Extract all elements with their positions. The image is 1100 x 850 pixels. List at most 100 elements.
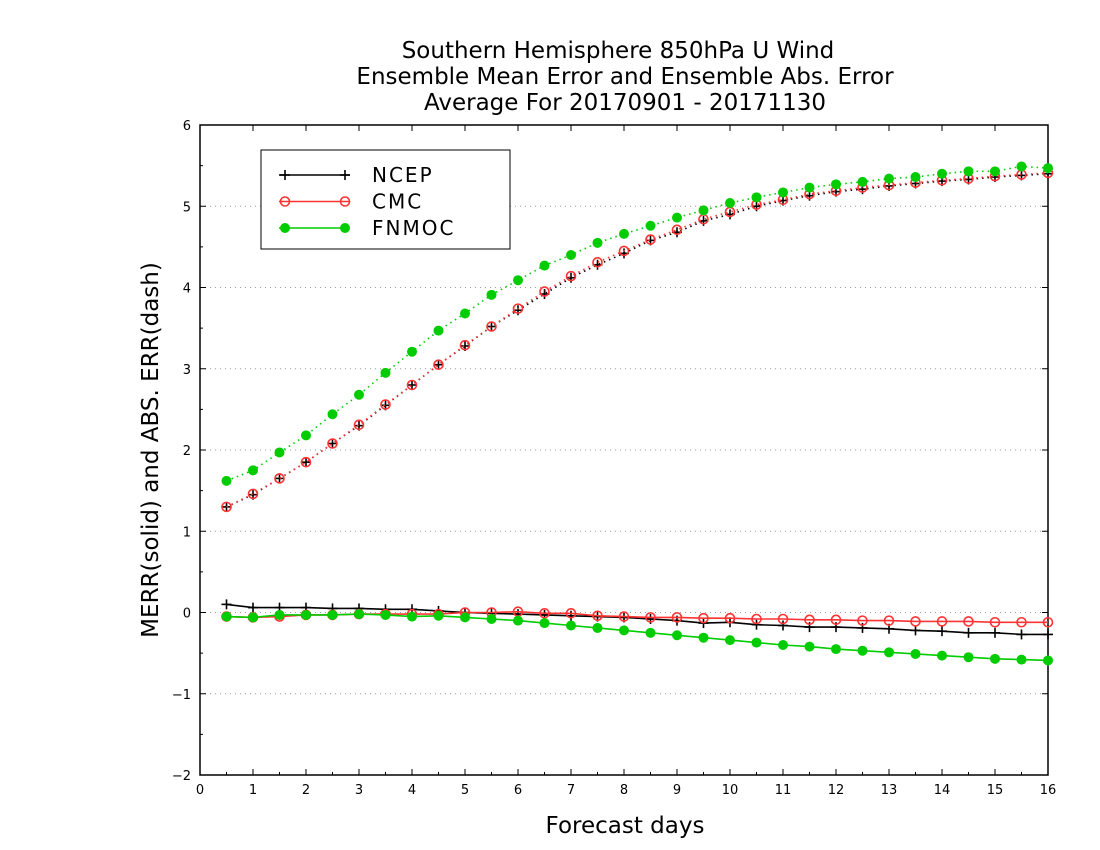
data-point-fnmoc-mean-error: [619, 625, 629, 636]
data-point-ncep-abs-error: [407, 380, 417, 390]
chart-title-line-2: Ensemble Mean Error and Ensemble Abs. Er…: [356, 64, 894, 90]
data-point-ncep-abs-error: [433, 359, 444, 370]
data-point-fnmoc-mean-error: [857, 645, 868, 656]
series-cmc-abs-error: [221, 167, 1054, 513]
x-tick-label: 16: [1040, 783, 1057, 798]
data-point-fnmoc-abs-error: [301, 430, 311, 441]
x-tick-label: 7: [567, 783, 575, 798]
data-point-cmc-mean-error: [804, 614, 815, 626]
data-point-fnmoc-abs-error: [380, 367, 391, 378]
data-point-cmc-abs-error: [565, 270, 577, 282]
data-point-fnmoc-abs-error: [725, 198, 735, 208]
x-tick-label: 3: [355, 783, 363, 798]
chart-title-line-3: Average For 20170901 - 20171130: [424, 90, 826, 116]
legend-label-cmc: CMC: [372, 190, 423, 214]
data-point-cmc-abs-error: [459, 339, 471, 351]
data-point-cmc-abs-error: [353, 419, 365, 431]
data-point-cmc-mean-error: [565, 608, 577, 619]
data-point-cmc-abs-error: [247, 488, 259, 500]
data-point-fnmoc-abs-error: [407, 346, 417, 357]
series-layer: [221, 161, 1054, 666]
data-point-cmc-abs-error: [512, 303, 524, 314]
y-tick-label: 0: [183, 607, 191, 622]
data-point-cmc-abs-error: [618, 245, 630, 257]
data-point-fnmoc-mean-error: [248, 612, 258, 623]
legend-marker-fnmoc: [340, 223, 350, 233]
data-point-ncep-abs-error: [327, 438, 338, 449]
chart-title: Southern Hemisphere 850hPa U Wind Ensemb…: [356, 38, 894, 116]
data-point-cmc-abs-error: [406, 379, 418, 391]
data-point-cmc-mean-error: [963, 616, 974, 627]
y-tick-label: 5: [183, 200, 191, 215]
data-point-fnmoc-mean-error: [301, 609, 311, 620]
x-tick-label: 14: [934, 783, 951, 798]
data-point-ncep-mean-error: [990, 627, 1000, 638]
data-point-cmc-abs-error: [645, 234, 656, 245]
x-tick-label: 5: [461, 783, 469, 798]
data-point-fnmoc-mean-error: [804, 641, 815, 652]
data-point-cmc-mean-error: [698, 612, 709, 624]
data-point-fnmoc-mean-error: [725, 635, 735, 646]
data-point-cmc-mean-error: [724, 612, 736, 624]
data-point-ncep-mean-error: [1016, 629, 1027, 640]
x-tick-label: 9: [673, 783, 681, 798]
data-point-fnmoc-abs-error: [486, 289, 497, 300]
data-point-fnmoc-abs-error: [910, 172, 921, 182]
data-point-ncep-mean-error: [910, 625, 921, 636]
data-point-fnmoc-mean-error: [221, 611, 232, 622]
y-axis-label: MERR(solid) and ABS. ERR(dash): [138, 262, 164, 638]
data-point-ncep-abs-error: [274, 473, 285, 484]
x-tick-label: 2: [302, 783, 310, 798]
data-point-fnmoc-abs-error: [884, 173, 894, 184]
data-point-fnmoc-mean-error: [380, 609, 391, 620]
data-point-fnmoc-abs-error: [221, 475, 232, 486]
data-point-fnmoc-mean-error: [831, 644, 841, 655]
data-point-fnmoc-abs-error: [539, 260, 550, 271]
data-point-fnmoc-mean-error: [645, 627, 656, 638]
data-point-fnmoc-mean-error: [672, 630, 682, 641]
data-point-ncep-mean-error: [778, 620, 788, 631]
data-point-fnmoc-mean-error: [698, 632, 709, 643]
x-tick-label: 4: [408, 783, 416, 798]
data-point-cmc-abs-error: [300, 456, 312, 468]
data-point-fnmoc-abs-error: [327, 409, 338, 420]
legend-box: [260, 149, 511, 250]
data-point-cmc-mean-error: [671, 612, 683, 623]
data-point-fnmoc-mean-error: [884, 647, 894, 658]
data-point-fnmoc-mean-error: [433, 610, 444, 621]
data-point-cmc-mean-error: [777, 613, 789, 625]
x-tick-label: 1: [249, 783, 257, 798]
data-point-fnmoc-abs-error: [460, 308, 470, 319]
data-point-fnmoc-abs-error: [513, 275, 523, 286]
y-tick-label: 4: [183, 282, 191, 297]
y-tick-label: 3: [183, 363, 191, 378]
data-point-cmc-mean-error: [539, 608, 550, 619]
data-point-fnmoc-mean-error: [407, 611, 417, 622]
data-point-fnmoc-abs-error: [831, 179, 841, 190]
data-point-fnmoc-abs-error: [804, 182, 815, 193]
chart-title-line-1: Southern Hemisphere 850hPa U Wind: [402, 38, 835, 64]
y-tick-label: 1: [183, 525, 191, 540]
data-point-fnmoc-mean-error: [460, 612, 470, 623]
data-point-fnmoc-mean-error: [566, 620, 576, 631]
data-point-ncep-mean-error: [937, 626, 947, 637]
data-point-fnmoc-abs-error: [645, 220, 656, 231]
data-point-ncep-abs-error: [301, 457, 311, 468]
legend-marker-cmc: [339, 196, 351, 207]
y-tick-label: 6: [183, 119, 191, 134]
data-point-cmc-mean-error: [883, 615, 895, 626]
y-tick-label: −1: [172, 688, 191, 703]
data-point-ncep-abs-error: [486, 321, 497, 332]
data-point-fnmoc-abs-error: [248, 465, 258, 476]
data-point-fnmoc-abs-error: [354, 389, 364, 400]
data-point-cmc-abs-error: [380, 399, 391, 410]
data-point-cmc-mean-error: [1042, 616, 1054, 628]
x-tick-label: 15: [987, 783, 1004, 798]
x-tick-label: 8: [620, 783, 628, 798]
data-point-cmc-mean-error: [857, 615, 868, 626]
x-tick-label: 0: [196, 783, 204, 798]
data-point-fnmoc-mean-error: [592, 622, 603, 633]
